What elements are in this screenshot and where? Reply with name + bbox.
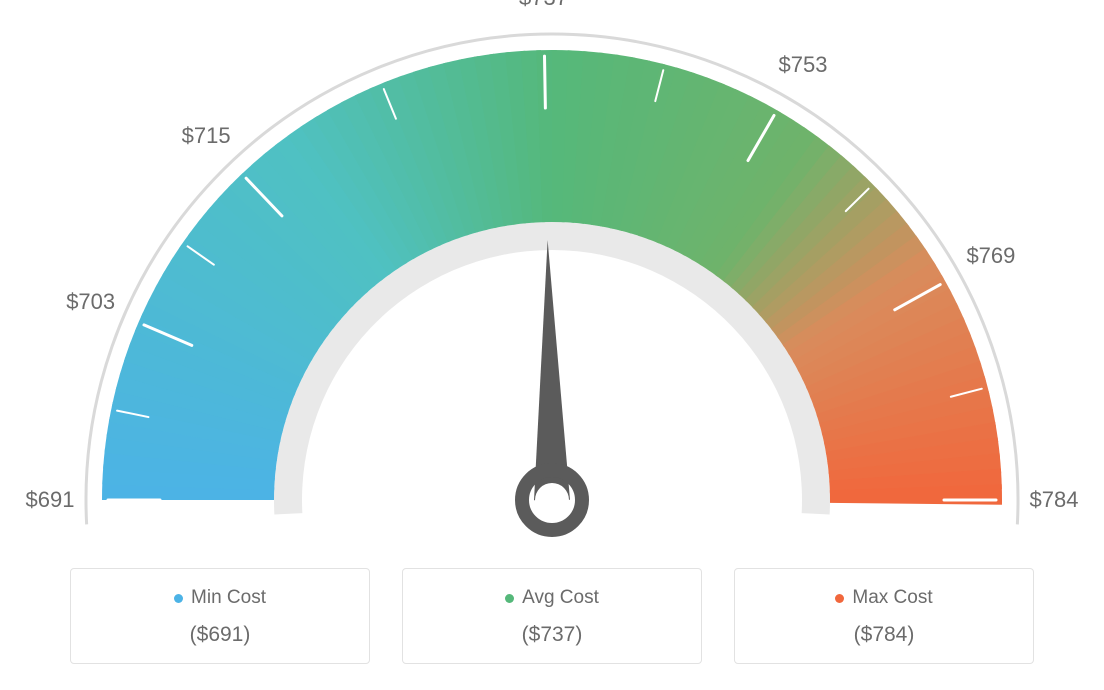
legend-min-label: Min Cost xyxy=(191,587,266,608)
legend-avg-label: Avg Cost xyxy=(522,587,599,608)
legend-min-title: Min Cost xyxy=(81,587,359,609)
cost-gauge: $691 $703 $715 $737 $753 $769 $784 xyxy=(0,0,1104,560)
gauge-tick-label: $703 xyxy=(66,289,115,315)
legend-avg-value: ($737) xyxy=(413,623,691,647)
gauge-tick-label: $691 xyxy=(26,487,75,513)
legend-max-label: Max Cost xyxy=(852,587,932,608)
legend-min-dot xyxy=(174,594,183,603)
legend-avg: Avg Cost ($737) xyxy=(402,568,702,664)
legend-max: Max Cost ($784) xyxy=(734,568,1034,664)
legend-min: Min Cost ($691) xyxy=(70,568,370,664)
gauge-tick-label: $784 xyxy=(1030,487,1079,513)
legend-max-dot xyxy=(835,594,844,603)
gauge-tick-label: $715 xyxy=(182,123,231,149)
legend-max-title: Max Cost xyxy=(745,587,1023,609)
legend-avg-title: Avg Cost xyxy=(413,587,691,609)
gauge-tick-label: $737 xyxy=(519,0,568,11)
gauge-tick-label: $769 xyxy=(966,243,1015,269)
gauge-svg xyxy=(0,0,1104,560)
legend-min-value: ($691) xyxy=(81,623,359,647)
legend-row: Min Cost ($691) Avg Cost ($737) Max Cost… xyxy=(0,568,1104,664)
legend-max-value: ($784) xyxy=(745,623,1023,647)
gauge-tick-label: $753 xyxy=(779,52,828,78)
legend-avg-dot xyxy=(505,594,514,603)
